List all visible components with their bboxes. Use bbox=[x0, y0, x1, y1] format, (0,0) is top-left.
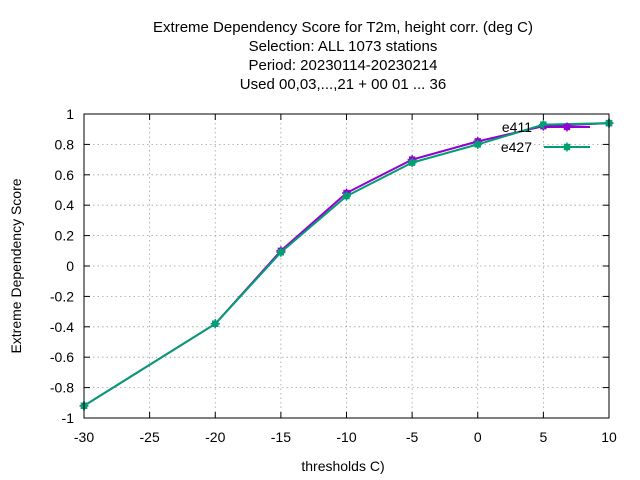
y-tick-label: 0 bbox=[66, 258, 74, 274]
x-axis-ticks: -30 -25 -20 -15 -10 -5 0 5 10 bbox=[74, 114, 617, 445]
y-tick-label: 0.8 bbox=[55, 136, 75, 152]
x-tick-label: 10 bbox=[601, 429, 617, 445]
legend: e411 e427 bbox=[501, 119, 590, 155]
title-line-3: Period: 20230114-20230214 bbox=[248, 57, 437, 74]
x-axis-label: thresholds C) bbox=[301, 458, 384, 474]
title-line-4: Used 00,03,...,21 + 00 01 ... 36 bbox=[240, 76, 446, 93]
y-tick-label: 0.4 bbox=[55, 197, 75, 213]
title-line-1: Extreme Dependency Score for T2m, height… bbox=[153, 19, 533, 36]
y-tick-label: 0.6 bbox=[55, 167, 75, 183]
x-tick-label: -15 bbox=[271, 429, 291, 445]
y-axis-ticks: -1 -0.8 -0.6 -0.4 -0.2 0 0.2 0.4 0.6 0.8 1 bbox=[50, 106, 609, 426]
grid-lines bbox=[84, 114, 609, 418]
y-tick-label: -0.4 bbox=[50, 319, 74, 335]
y-axis-label: Extreme Dependency Score bbox=[8, 178, 24, 353]
x-tick-label: 0 bbox=[474, 429, 482, 445]
y-tick-label: -0.6 bbox=[50, 349, 74, 365]
x-tick-label: -25 bbox=[140, 429, 160, 445]
series-line-e427 bbox=[83, 122, 610, 407]
y-tick-label: -0.2 bbox=[50, 288, 74, 304]
x-tick-label: -10 bbox=[336, 429, 356, 445]
series-line-e411 bbox=[83, 122, 610, 407]
legend-label-e411: e411 bbox=[502, 119, 532, 135]
x-tick-label: -20 bbox=[205, 429, 225, 445]
x-tick-label: -30 bbox=[74, 429, 94, 445]
y-tick-label: -1 bbox=[62, 410, 75, 426]
series-group bbox=[79, 118, 614, 411]
title-line-2: Selection: ALL 1073 stations bbox=[249, 38, 438, 55]
x-tick-label: -5 bbox=[406, 429, 419, 445]
y-tick-label: 0.2 bbox=[55, 228, 75, 244]
x-tick-label: 5 bbox=[539, 429, 547, 445]
legend-label-e427: e427 bbox=[501, 139, 532, 155]
y-tick-label: -0.8 bbox=[50, 380, 74, 396]
chart-title: Extreme Dependency Score for T2m, height… bbox=[153, 19, 533, 93]
plot-frame bbox=[83, 113, 610, 419]
y-tick-label: 1 bbox=[66, 106, 74, 122]
